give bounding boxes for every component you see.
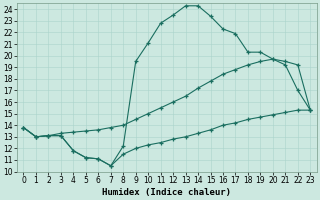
X-axis label: Humidex (Indice chaleur): Humidex (Indice chaleur) [102,188,231,197]
